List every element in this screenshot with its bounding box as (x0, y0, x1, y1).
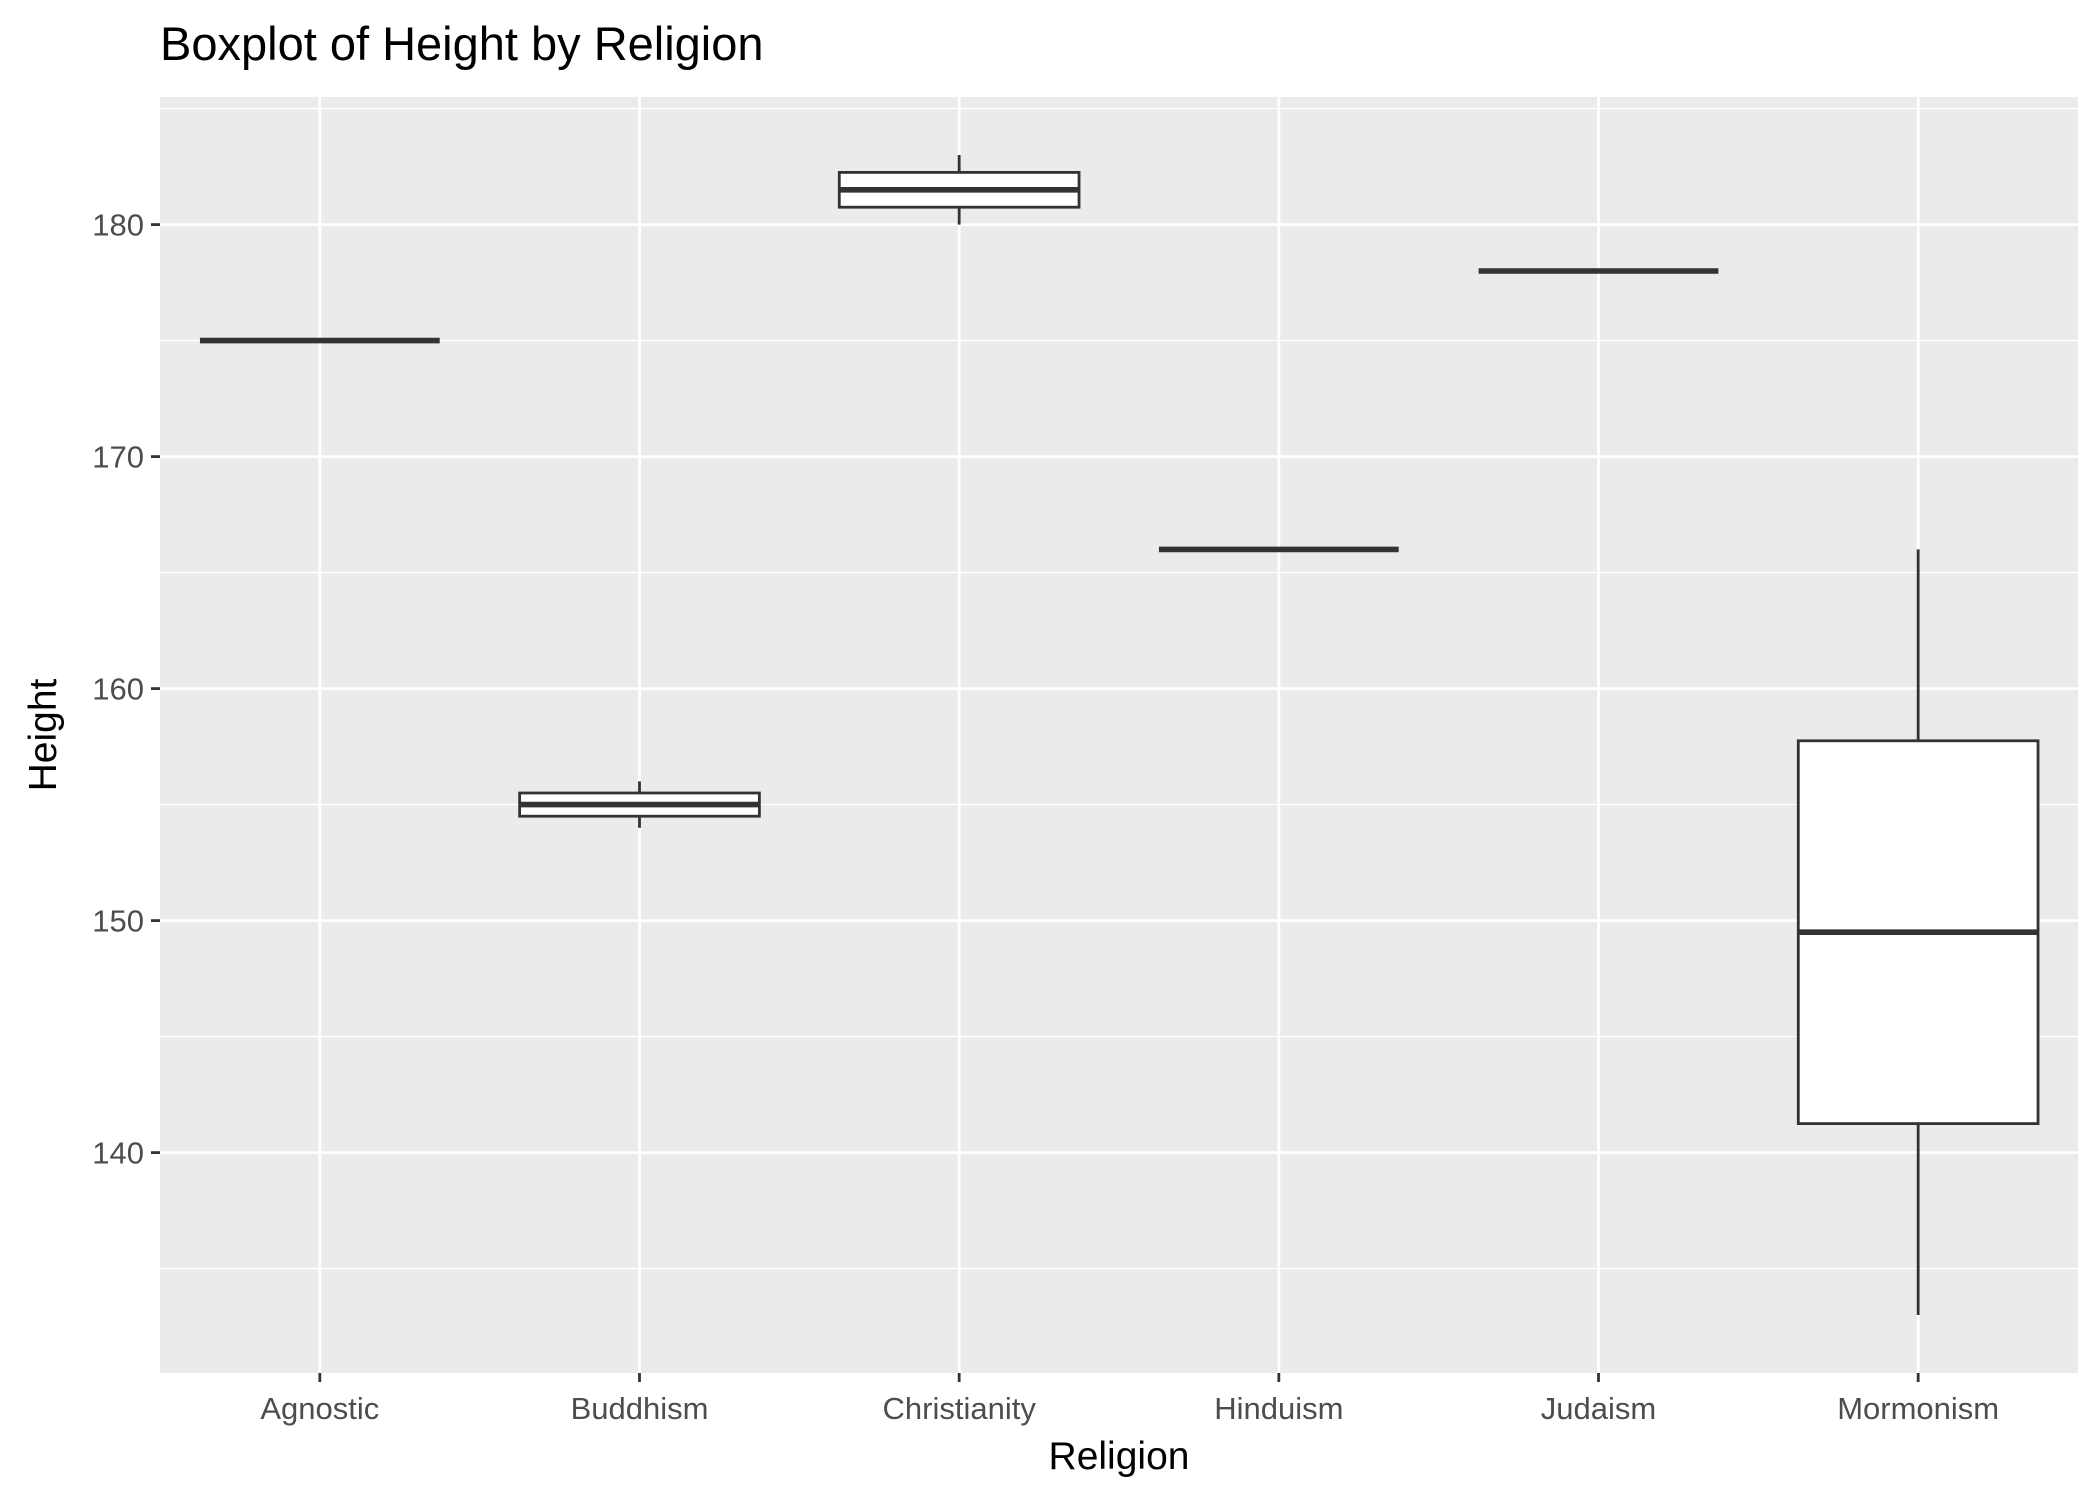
x-tick-label: Judaism (1541, 1391, 1656, 1426)
box-mormonism (1796, 549, 2040, 1315)
minor-gridlines (160, 107, 2078, 1270)
x-tick-label: Agnostic (260, 1391, 379, 1426)
chart-title: Boxplot of Height by Religion (160, 17, 764, 70)
x-axis-title: Religion (1049, 1435, 1190, 1478)
y-axis: 140 150 160 170 180 (92, 208, 160, 1171)
x-tick-label: Hinduism (1214, 1391, 1343, 1426)
box-christianity (837, 155, 1081, 225)
x-tick-label: Christianity (883, 1391, 1037, 1426)
x-axis: Agnostic Buddhism Christianity Hinduism Juda… (260, 1373, 1999, 1426)
y-tick-label: 170 (92, 440, 144, 475)
y-tick-label: 160 (92, 672, 144, 707)
y-tick-label: 140 (92, 1136, 144, 1171)
x-tick-label: Mormonism (1837, 1391, 1999, 1426)
y-tick-label: 150 (92, 904, 144, 939)
boxes-layer (199, 155, 2040, 1315)
y-tick-label: 180 (92, 208, 144, 243)
x-tick-label: Buddhism (571, 1391, 709, 1426)
y-axis-title: Height (22, 678, 65, 791)
box-buddhism (518, 781, 761, 828)
plot-panel (160, 97, 2078, 1373)
